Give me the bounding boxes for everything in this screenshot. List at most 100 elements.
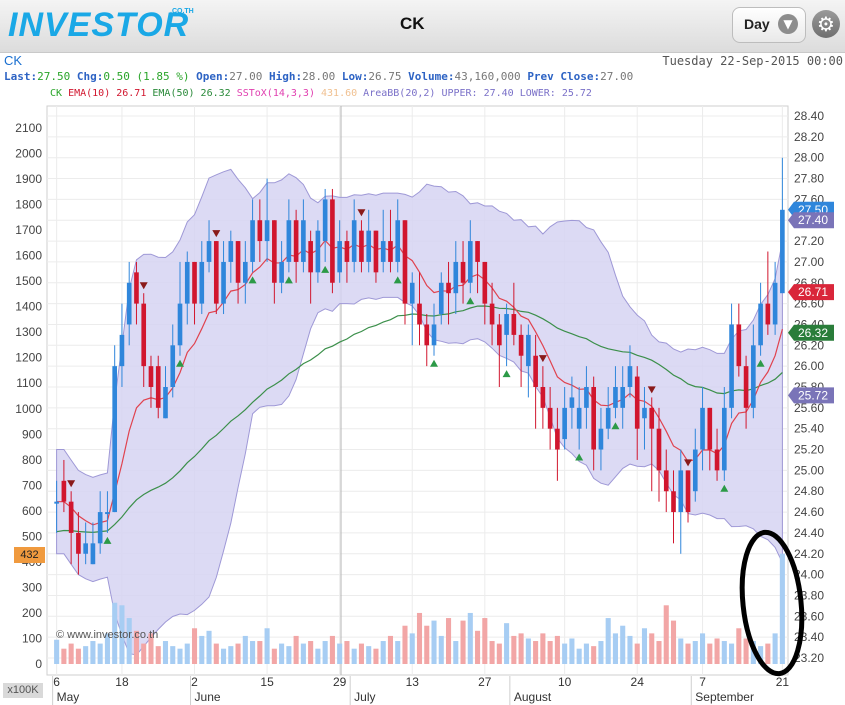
price-tick-label: 27.20	[794, 234, 824, 248]
candle-body	[736, 324, 742, 367]
candle-body	[184, 261, 190, 304]
candle-body	[620, 387, 626, 408]
volume-bar	[496, 643, 502, 664]
candle-body	[264, 220, 270, 242]
period-dropdown[interactable]: Day ▼	[732, 7, 806, 43]
volume-bar	[743, 638, 749, 664]
volume-bar	[83, 646, 89, 664]
volume-label: Volume:	[408, 70, 455, 83]
volume-bar	[460, 620, 466, 664]
volume-bar	[540, 633, 546, 664]
price-tick-label: 28.00	[794, 151, 824, 165]
candle-body	[598, 428, 604, 450]
volume-bar	[467, 612, 473, 664]
volume-tick-label: 1900	[15, 172, 42, 186]
volume-tick-label: 1400	[15, 300, 42, 314]
volume-bar	[402, 625, 408, 664]
candle-body	[772, 282, 778, 325]
price-tick-label: 25.60	[794, 401, 824, 415]
candle-body	[293, 220, 299, 262]
chart-symbol: CK	[4, 53, 23, 68]
volume-bar	[177, 648, 183, 664]
bb-upper-badge: 27.40	[798, 213, 828, 227]
price-tick-label: 28.20	[794, 130, 824, 144]
candle-body	[170, 345, 176, 387]
volume-bar	[387, 635, 394, 664]
price-tick-label: 28.40	[794, 109, 824, 123]
candle-body	[272, 220, 277, 283]
buy-signal-marker	[321, 265, 330, 273]
volume-bar	[155, 646, 161, 664]
volume-bar	[670, 620, 677, 664]
quote-datetime: Tuesday 22-Sep-2015 00:00	[662, 54, 843, 68]
ema50-badge: 26.32	[798, 326, 828, 340]
volume-bar	[68, 643, 74, 664]
candle-body	[518, 334, 524, 356]
volume-tick-label: 1000	[15, 402, 42, 416]
date-tick-label: 15	[260, 675, 274, 689]
last-value: 27.50	[37, 70, 71, 83]
volume-tick-label: 800	[22, 453, 42, 467]
candle-body	[751, 345, 756, 408]
volume-bar	[641, 628, 648, 664]
gear-icon[interactable]: ⚙	[812, 10, 840, 38]
candle-body	[54, 501, 59, 504]
buy-signal-marker	[502, 370, 511, 378]
price-tick-label: 25.00	[794, 463, 824, 477]
volume-bar	[61, 648, 67, 664]
candle-body	[467, 241, 473, 283]
price-tick-label: 24.00	[794, 568, 824, 582]
candle-body	[605, 407, 611, 429]
candle-body	[112, 366, 118, 513]
candle-body	[584, 387, 589, 408]
candle-body	[729, 324, 734, 408]
buy-signal-marker	[611, 422, 620, 430]
month-label: September	[695, 690, 754, 704]
candle-body	[192, 261, 197, 304]
candle-body	[424, 324, 430, 346]
volume-bar	[97, 643, 103, 664]
candle-body	[235, 241, 241, 283]
volume-bar	[634, 643, 640, 664]
volume-bar	[678, 638, 684, 664]
volume-bar	[431, 620, 437, 664]
volume-bar	[191, 628, 198, 664]
chg-label: Chg:	[76, 70, 104, 83]
candle-body	[569, 397, 575, 408]
sell-signal-marker	[139, 282, 148, 290]
price-tick-label: 26.20	[794, 338, 824, 352]
volume-bar	[141, 643, 147, 664]
plot-frame	[46, 105, 789, 676]
date-tick-label: 18	[115, 675, 129, 689]
volume-bar	[525, 638, 531, 664]
volume-bar	[170, 646, 176, 664]
volume-bar	[90, 641, 96, 664]
candle-body	[206, 241, 212, 262]
candle-body	[489, 303, 495, 325]
volume-bar	[148, 633, 154, 664]
ema50-badge-bg	[788, 324, 834, 341]
bb-lower-badge-bg	[788, 387, 834, 404]
volume-bar	[199, 635, 205, 664]
candle-body	[714, 449, 720, 471]
volume-tick-label: 300	[22, 580, 42, 594]
candle-body	[141, 303, 147, 367]
candle-body	[221, 261, 226, 304]
month-label: June	[195, 690, 221, 704]
candle-body	[758, 303, 763, 346]
month-label: July	[354, 690, 375, 704]
candle-body	[533, 355, 538, 387]
ema10-badge-bg	[788, 284, 834, 301]
volume-bar	[533, 641, 539, 664]
candle-body	[68, 501, 74, 533]
volume-bar	[598, 641, 604, 664]
sell-signal-marker	[67, 480, 76, 488]
volume-bar	[627, 635, 633, 664]
buy-signal-marker	[284, 276, 293, 284]
buy-signal-marker	[756, 359, 765, 367]
volume-current-badge: 432	[14, 547, 45, 563]
price-tick-label: 24.80	[794, 484, 824, 498]
volume-bar	[366, 646, 372, 664]
volume-tick-label: 1300	[15, 325, 42, 339]
